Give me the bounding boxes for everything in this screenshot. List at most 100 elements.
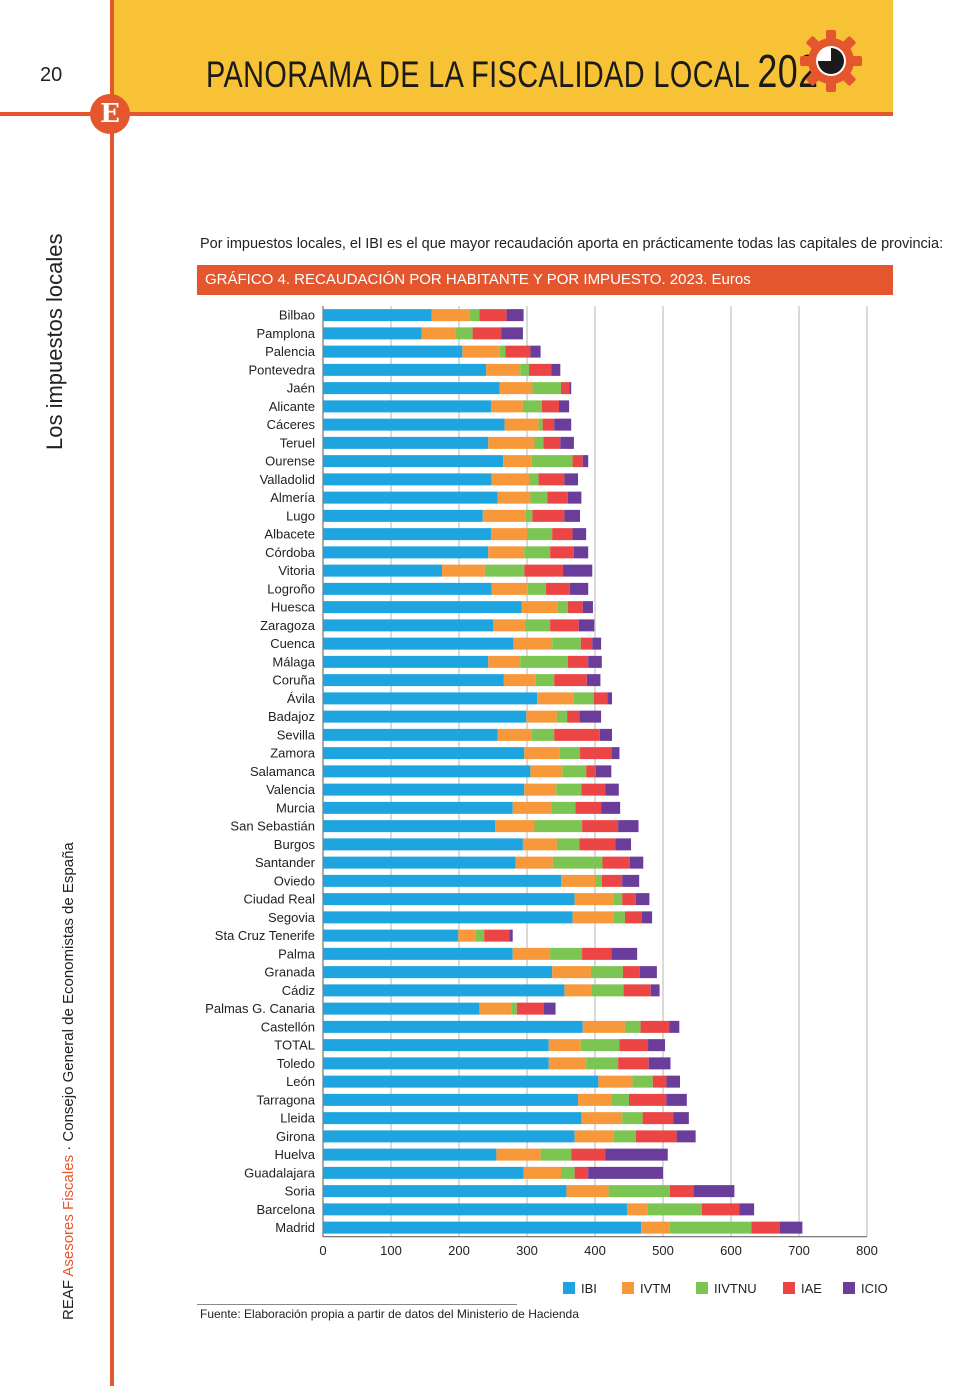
category-label: Ávila <box>287 691 316 706</box>
bar-segment-iivtnu <box>520 655 568 668</box>
bar-segment-iae <box>546 582 570 595</box>
x-tick-label: 300 <box>516 1243 538 1258</box>
x-tick-label: 500 <box>652 1243 674 1258</box>
bar-segment-ibi <box>323 728 498 741</box>
bar-segment-iae <box>580 747 612 760</box>
bar-segment-icio <box>509 929 513 942</box>
bar-segment-ivtm <box>526 710 557 723</box>
category-label: Pamplona <box>256 326 315 341</box>
bar-segment-iivtnu <box>556 838 580 851</box>
source-note: Fuente: Elaboración propia a partir de d… <box>200 1307 579 1321</box>
bar-segment-iivtnu <box>532 382 561 395</box>
bar-segment-ibi <box>323 674 504 687</box>
bar-segment-ivtm <box>561 874 595 887</box>
legend-label-iae: IAE <box>801 1281 822 1296</box>
bar-segment-iivtnu <box>586 1057 619 1070</box>
category-label: Palencia <box>265 344 316 359</box>
bar-segment-ibi <box>323 400 491 413</box>
bar-segment-ibi <box>323 418 505 431</box>
bar-segment-ivtm <box>582 1020 625 1033</box>
bar-segment-ivtm <box>521 601 558 614</box>
category-label: Lugo <box>286 508 315 523</box>
bar-segment-iivtnu <box>608 1185 670 1198</box>
category-label: Tarragona <box>256 1092 315 1107</box>
bar-segment-ivtm <box>626 1203 648 1216</box>
chart-title: GRÁFICO 4. RECAUDACIÓN POR HABITANTE Y P… <box>205 271 751 288</box>
bar-segment-iivtnu <box>475 929 485 942</box>
bar-segment-ibi <box>323 966 553 979</box>
x-tick-label: 700 <box>788 1243 810 1258</box>
bar-segment-icio <box>578 619 595 632</box>
bar-segment-iae <box>561 382 570 395</box>
intro-paragraph: Por impuestos locales, el IBI es el que … <box>200 236 944 252</box>
category-label: Burgos <box>274 837 316 852</box>
bar-segment-ivtm <box>497 491 531 504</box>
bar-segment-ibi <box>323 911 573 924</box>
bar-segment-iivtnu <box>529 473 539 486</box>
bar-segment-iivtnu <box>469 309 480 322</box>
bar-segment-iae <box>571 1148 606 1161</box>
bar-segment-ivtm <box>491 582 528 595</box>
bar-segment-iivtnu <box>535 674 555 687</box>
bar-segment-ivtm <box>503 674 536 687</box>
bar-segment-ivtm <box>598 1075 633 1088</box>
bar-segment-ibi <box>323 747 525 760</box>
bar-segment-iivtnu <box>552 856 603 869</box>
bar-segment-icio <box>612 747 620 760</box>
bar-segment-ivtm <box>479 1002 512 1015</box>
x-tick-label: 800 <box>856 1243 878 1258</box>
bar-segment-icio <box>605 783 619 796</box>
bar-segment-ivtm <box>490 528 527 541</box>
bar-segment-ibi <box>323 637 514 650</box>
bar-segment-iae <box>547 491 568 504</box>
bar-segment-iae <box>582 947 612 960</box>
bar-segment-iae <box>472 327 502 340</box>
category-label: Madrid <box>275 1220 315 1235</box>
bar-segment-iae <box>642 1112 674 1125</box>
category-label: Castellón <box>261 1019 315 1034</box>
bar-segment-ivtm <box>504 418 539 431</box>
bar-segment-iae <box>567 655 589 668</box>
bar-segment-iae <box>567 710 580 723</box>
bar-segment-iae <box>593 692 608 705</box>
bar-segment-iivtnu <box>455 327 473 340</box>
bar-segment-icio <box>779 1221 803 1234</box>
bar-segment-icio <box>544 1002 556 1015</box>
category-label: Palmas G. Canaria <box>205 1001 316 1016</box>
category-label: Barcelona <box>256 1202 315 1217</box>
bar-segment-iivtnu <box>551 801 576 814</box>
bar-segment-iivtnu <box>531 455 573 468</box>
bar-segment-ibi <box>323 509 483 522</box>
category-label: Córdoba <box>265 545 316 560</box>
x-tick-label: 100 <box>380 1243 402 1258</box>
bar-segment-ibi <box>323 1185 567 1198</box>
bar-segment-iivtnu <box>559 747 581 760</box>
bar-segment-iae <box>484 929 510 942</box>
bar-segment-iae <box>640 1020 670 1033</box>
bar-segment-iivtnu <box>647 1203 702 1216</box>
bar-segment-iae <box>622 966 640 979</box>
bar-segment-ivtm <box>572 911 614 924</box>
bar-segment-ivtm <box>537 692 574 705</box>
bar-segment-iivtnu <box>591 984 624 997</box>
bar-segment-ibi <box>323 309 432 322</box>
bar-segment-icio <box>676 1130 696 1143</box>
bar-segment-iae <box>586 765 596 778</box>
category-label: Coruña <box>272 673 315 688</box>
bar-segment-ibi <box>323 765 531 778</box>
bar-segment-iivtnu <box>525 509 533 522</box>
bar-segment-ibi <box>323 619 493 632</box>
category-label: Pontevedra <box>249 362 316 377</box>
category-label: Almería <box>270 490 316 505</box>
bar-segment-ibi <box>323 491 498 504</box>
bar-segment-icio <box>554 418 572 431</box>
bar-segment-iae <box>516 1002 544 1015</box>
bar-segment-iivtnu <box>524 546 551 559</box>
bar-segment-icio <box>635 893 650 906</box>
margin-rule <box>110 0 114 1386</box>
bar-segment-icio <box>506 309 524 322</box>
category-label: Lleida <box>280 1111 315 1126</box>
bar-segment-ivtm <box>574 1130 614 1143</box>
bar-segment-iivtnu <box>622 1112 643 1125</box>
bar-segment-ibi <box>323 564 442 577</box>
